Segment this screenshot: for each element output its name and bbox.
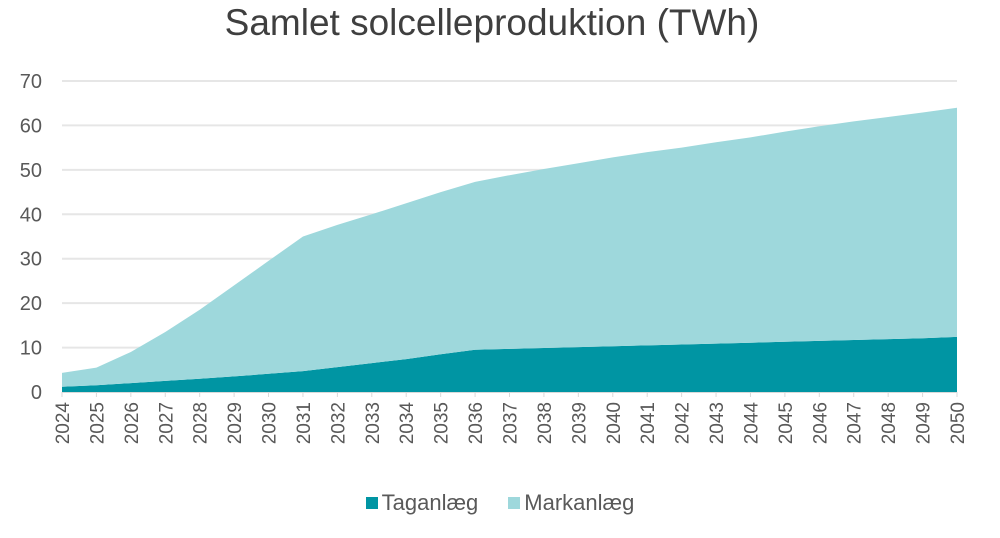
- x-tick-label: 2031: [294, 402, 315, 444]
- x-tick-label: 2041: [638, 402, 659, 444]
- legend-swatch-icon: [365, 497, 378, 509]
- y-axis: 0 10 20 30 40 50 60 70: [20, 71, 42, 404]
- x-tick-label: 2038: [535, 402, 556, 444]
- x-tick-label: 2040: [604, 402, 625, 444]
- y-tick-label: 20: [20, 293, 42, 315]
- x-tick-label: 2027: [156, 402, 177, 444]
- x-tick-label: 2032: [328, 402, 349, 444]
- x-tick-label: 2043: [707, 402, 728, 444]
- y-tick-label: 50: [20, 160, 42, 182]
- area-series-1: [62, 107, 957, 387]
- x-tick-label: 2045: [776, 402, 797, 444]
- x-tick-label: 2048: [879, 402, 900, 444]
- area-series-0: [62, 336, 957, 392]
- x-tick-label: 2049: [914, 402, 935, 444]
- x-tick-label: 2046: [810, 402, 831, 444]
- x-tick-label: 2050: [948, 402, 969, 444]
- y-tick-label: 30: [20, 249, 42, 271]
- legend-label: Taganlæg: [381, 490, 479, 515]
- x-tick-label: 2047: [845, 402, 866, 444]
- legend-item-0: Taganlæg: [365, 490, 479, 516]
- chart-title: Samlet solcelleproduktion (TWh): [224, 2, 760, 43]
- y-tick-label: 60: [20, 115, 42, 137]
- x-axis: 2024 2025 2026 2027 2028 2029 2030 2031 2032 2033…: [53, 392, 969, 444]
- x-tick-label: 2034: [397, 402, 418, 445]
- x-tick-label: 2026: [122, 402, 143, 444]
- y-tick-label: 10: [20, 338, 42, 360]
- legend-label: Markanlæg: [524, 490, 635, 515]
- x-tick-label: 2033: [363, 402, 384, 444]
- legend: Taganlæg Markanlæg: [0, 490, 1000, 516]
- x-tick-label: 2039: [569, 402, 590, 444]
- x-tick-label: 2024: [53, 402, 74, 445]
- legend-item-1: Markanlæg: [508, 490, 634, 516]
- legend-swatch-icon: [508, 497, 521, 509]
- chart-areas: [62, 107, 957, 392]
- x-tick-label: 2037: [501, 402, 522, 444]
- x-tick-label: 2029: [225, 402, 246, 444]
- x-tick-label: 2035: [432, 402, 453, 444]
- x-tick-label: 2030: [260, 402, 281, 444]
- y-tick-label: 70: [20, 71, 42, 93]
- x-tick-label: 2042: [673, 402, 694, 444]
- y-tick-label: 40: [20, 204, 42, 226]
- x-tick-label: 2028: [191, 402, 212, 444]
- x-tick-label: 2044: [741, 402, 762, 445]
- y-tick-label: 0: [31, 382, 42, 404]
- x-tick-label: 2036: [466, 402, 487, 444]
- x-tick-label: 2025: [87, 402, 108, 444]
